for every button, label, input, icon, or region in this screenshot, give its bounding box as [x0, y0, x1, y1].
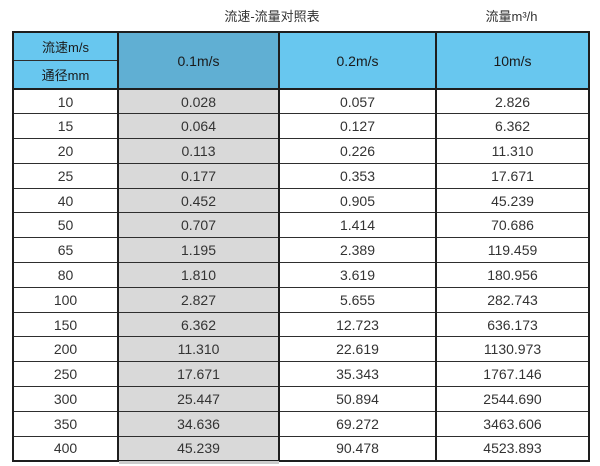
diameter-cell: 10 — [12, 88, 119, 115]
table-row: 100 2.827 5.655 282.743 — [12, 286, 590, 313]
header-row-top: 流速m/s 0.1m/s 0.2m/s 10m/s — [12, 31, 590, 90]
flow-cell-0-2: 12.723 — [278, 311, 437, 338]
flow-cell-0-1: 0.177 — [117, 162, 280, 189]
diameter-cell: 80 — [12, 262, 119, 288]
flow-cell-10: 119.459 — [435, 237, 590, 264]
diameter-cell: 15 — [12, 113, 119, 140]
flow-cell-10: 6.362 — [435, 113, 590, 140]
flow-cell-0-2: 69.272 — [278, 410, 437, 437]
flow-cell-0-1: 0.113 — [117, 138, 280, 164]
flow-cell-0-2: 35.343 — [278, 361, 437, 388]
table-row: 80 1.810 3.619 180.956 — [12, 262, 590, 288]
table-row: 40 0.452 0.905 45.239 — [12, 187, 590, 214]
header-velocity-0-1: 0.1m/s — [117, 31, 280, 90]
diameter-cell: 250 — [12, 361, 119, 388]
flow-cell-0-1: 0.064 — [117, 113, 280, 140]
flow-cell-0-1: 17.671 — [117, 361, 280, 388]
flow-cell-0-1: 0.707 — [117, 212, 280, 239]
flow-cell-0-1: 2.827 — [117, 286, 280, 313]
flow-cell-10: 3463.606 — [435, 410, 590, 437]
flow-cell-10: 70.686 — [435, 212, 590, 239]
flow-cell-0-2: 1.414 — [278, 212, 437, 239]
flow-cell-0-1: 34.636 — [117, 410, 280, 437]
flow-cell-10: 1767.146 — [435, 361, 590, 388]
flow-cell-10: 45.239 — [435, 187, 590, 214]
flow-cell-0-2: 50.894 — [278, 386, 437, 412]
header-velocity-0-2: 0.2m/s — [278, 31, 437, 90]
flow-cell-10: 636.173 — [435, 311, 590, 338]
flow-cell-10: 1130.973 — [435, 336, 590, 363]
table-row: 25 0.177 0.353 17.671 — [12, 162, 590, 189]
diameter-cell: 65 — [12, 237, 119, 264]
flow-cell-0-1: 1.810 — [117, 262, 280, 288]
header-velocity-label: 流速m/s — [12, 31, 119, 61]
table-row: 300 25.447 50.894 2544.690 — [12, 386, 590, 412]
diameter-cell: 400 — [12, 435, 119, 462]
page-title: 流速-流量对照表 — [224, 9, 320, 24]
table-row: 20 0.113 0.226 11.310 — [12, 138, 590, 164]
flow-rate-table: 流速m/s 0.1m/s 0.2m/s 10m/s 通径mm 10 0.028 … — [12, 31, 590, 462]
flow-cell-0-2: 0.905 — [278, 187, 437, 214]
diameter-cell: 40 — [12, 187, 119, 214]
table-row: 50 0.707 1.414 70.686 — [12, 212, 590, 239]
flow-cell-10: 282.743 — [435, 286, 590, 313]
flow-cell-10: 180.956 — [435, 262, 590, 288]
flow-cell-0-2: 3.619 — [278, 262, 437, 288]
flow-cell-0-2: 22.619 — [278, 336, 437, 363]
flow-cell-0-1: 0.452 — [117, 187, 280, 214]
flow-cell-0-2: 0.127 — [278, 113, 437, 140]
gray-column-shadow — [119, 461, 279, 464]
table-header: 流速m/s 0.1m/s 0.2m/s 10m/s 通径mm — [12, 31, 590, 90]
flow-cell-0-1: 1.195 — [117, 237, 280, 264]
flow-unit-label: 流量m³/h — [485, 9, 538, 24]
table-row: 250 17.671 35.343 1767.146 — [12, 361, 590, 388]
table-row: 400 45.239 90.478 4523.893 — [12, 435, 590, 462]
flow-cell-10: 4523.893 — [435, 435, 590, 462]
flow-cell-10: 17.671 — [435, 162, 590, 189]
flow-cell-0-1: 45.239 — [117, 435, 280, 462]
diameter-cell: 150 — [12, 311, 119, 338]
flow-cell-0-2: 2.389 — [278, 237, 437, 264]
table-row: 65 1.195 2.389 119.459 — [12, 237, 590, 264]
flow-cell-0-1: 25.447 — [117, 386, 280, 412]
flow-cell-0-1: 0.028 — [117, 88, 280, 115]
flow-cell-10: 2.826 — [435, 88, 590, 115]
diameter-cell: 25 — [12, 162, 119, 189]
table-row: 10 0.028 0.057 2.826 — [12, 88, 590, 115]
table-row: 350 34.636 69.272 3463.606 — [12, 410, 590, 437]
header-diameter-label: 通径mm — [12, 60, 119, 90]
table-row: 200 11.310 22.619 1130.973 — [12, 336, 590, 363]
flow-cell-0-2: 90.478 — [278, 435, 437, 462]
table-row: 150 6.362 12.723 636.173 — [12, 311, 590, 338]
diameter-cell: 50 — [12, 212, 119, 239]
table-row: 15 0.064 0.127 6.362 — [12, 113, 590, 140]
flow-cell-0-2: 0.057 — [278, 88, 437, 115]
flow-cell-0-1: 6.362 — [117, 311, 280, 338]
table-body: 10 0.028 0.057 2.826 15 0.064 0.127 6.36… — [12, 88, 590, 462]
diameter-cell: 350 — [12, 410, 119, 437]
flow-cell-10: 2544.690 — [435, 386, 590, 412]
flow-cell-0-1: 11.310 — [117, 336, 280, 363]
flow-cell-0-2: 0.226 — [278, 138, 437, 164]
flow-cell-0-2: 0.353 — [278, 162, 437, 189]
flow-cell-0-2: 5.655 — [278, 286, 437, 313]
diameter-cell: 300 — [12, 386, 119, 412]
diameter-cell: 20 — [12, 138, 119, 164]
header-velocity-10: 10m/s — [435, 31, 590, 90]
diameter-cell: 200 — [12, 336, 119, 363]
flow-cell-10: 11.310 — [435, 138, 590, 164]
diameter-cell: 100 — [12, 286, 119, 313]
